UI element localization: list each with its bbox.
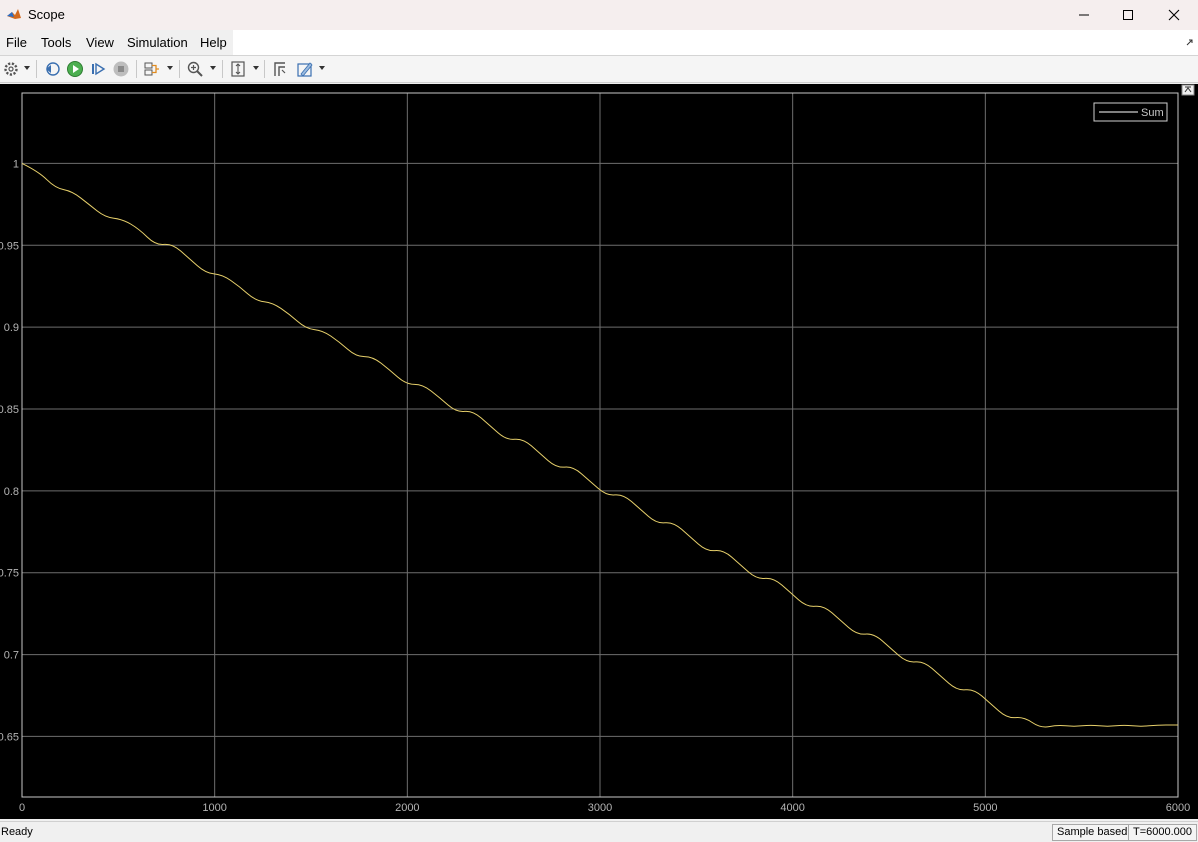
y-tick-label: 1: [13, 158, 19, 170]
status-ready: Ready: [1, 826, 33, 838]
chevron-down-icon[interactable]: [167, 66, 173, 70]
gear-icon[interactable]: [2, 60, 20, 78]
highlight-icon[interactable]: [296, 60, 314, 78]
title-bar: Scope: [0, 0, 1198, 30]
expand-toolbar-icon[interactable]: [1181, 84, 1195, 96]
close-button[interactable]: [1151, 0, 1197, 30]
run-icon[interactable]: [66, 60, 84, 78]
chevron-down-icon[interactable]: [253, 66, 259, 70]
menu-file[interactable]: File: [6, 35, 27, 50]
legend-entry-sum: Sum: [1141, 107, 1164, 119]
status-bar: Ready Sample based T=6000.000: [0, 821, 1198, 842]
menu-view[interactable]: View: [86, 35, 114, 50]
scope-display[interactable]: 0 1000 2000 3000 4000 5000 6000 1 0.95 0.9 0.85 0.…: [0, 84, 1198, 819]
step-forward-icon[interactable]: [89, 60, 107, 78]
toolbar-separator: [179, 60, 180, 78]
legend[interactable]: Sum: [1093, 102, 1168, 122]
y-tick-label: 0.7: [4, 650, 19, 662]
y-tick-label: 0.95: [0, 240, 19, 252]
x-tick-labels: 0 1000 2000 3000 4000 5000 6000: [19, 802, 1190, 814]
window-title: Scope: [28, 7, 65, 22]
y-tick-label: 0.8: [4, 486, 19, 498]
chevron-down-icon[interactable]: [319, 66, 325, 70]
x-tick-label: 4000: [780, 802, 804, 814]
close-icon: [1168, 9, 1180, 21]
toolbar-separator: [36, 60, 37, 78]
x-tick-label: 0: [19, 802, 25, 814]
x-tick-label: 1000: [202, 802, 226, 814]
y-tick-label: 0.75: [0, 568, 19, 580]
cursor-measure-icon[interactable]: [271, 60, 289, 78]
series-line-sum: [21, 162, 1178, 728]
axes-box: [21, 92, 1179, 798]
toolbar-separator: [136, 60, 137, 78]
chevron-down-icon[interactable]: [24, 66, 30, 70]
maximize-button[interactable]: [1105, 0, 1151, 30]
y-tick-label: 0.65: [0, 731, 19, 743]
chevron-down-icon[interactable]: [210, 66, 216, 70]
signal-selector-icon[interactable]: [143, 60, 161, 78]
x-tick-label: 6000: [1166, 802, 1190, 814]
y-tick-label: 0.9: [4, 322, 19, 334]
menu-simulation[interactable]: Simulation: [127, 35, 188, 50]
matlab-app-icon: [7, 9, 21, 19]
y-tick-label: 0.85: [0, 404, 19, 416]
step-back-icon[interactable]: [43, 60, 61, 78]
toolbar-separator: [264, 60, 265, 78]
menu-help[interactable]: Help: [200, 35, 227, 50]
grid-lines: [21, 93, 1179, 797]
simulation-time: T=6000.000: [1128, 824, 1198, 841]
undock-icon[interactable]: [1186, 38, 1194, 46]
menubar-empty-area: [233, 30, 1198, 55]
x-tick-label: 5000: [973, 802, 997, 814]
x-tick-label: 3000: [588, 802, 612, 814]
minimize-button[interactable]: [1061, 0, 1107, 30]
zoom-in-icon[interactable]: [186, 60, 204, 78]
toolbar: [0, 56, 1198, 83]
autoscale-icon[interactable]: [229, 60, 247, 78]
sample-mode-indicator: Sample based: [1052, 824, 1133, 841]
maximize-icon: [1123, 10, 1133, 20]
stop-icon[interactable]: [112, 60, 130, 78]
scope-plot[interactable]: 0 1000 2000 3000 4000 5000 6000 1 0.95 0.9 0.85 0.…: [0, 84, 1198, 819]
y-tick-labels: 1 0.95 0.9 0.85 0.8 0.75 0.7 0.65: [0, 158, 19, 743]
minimize-icon: [1079, 14, 1089, 16]
toolbar-separator: [222, 60, 223, 78]
menu-tools[interactable]: Tools: [41, 35, 72, 50]
x-tick-label: 2000: [395, 802, 419, 814]
